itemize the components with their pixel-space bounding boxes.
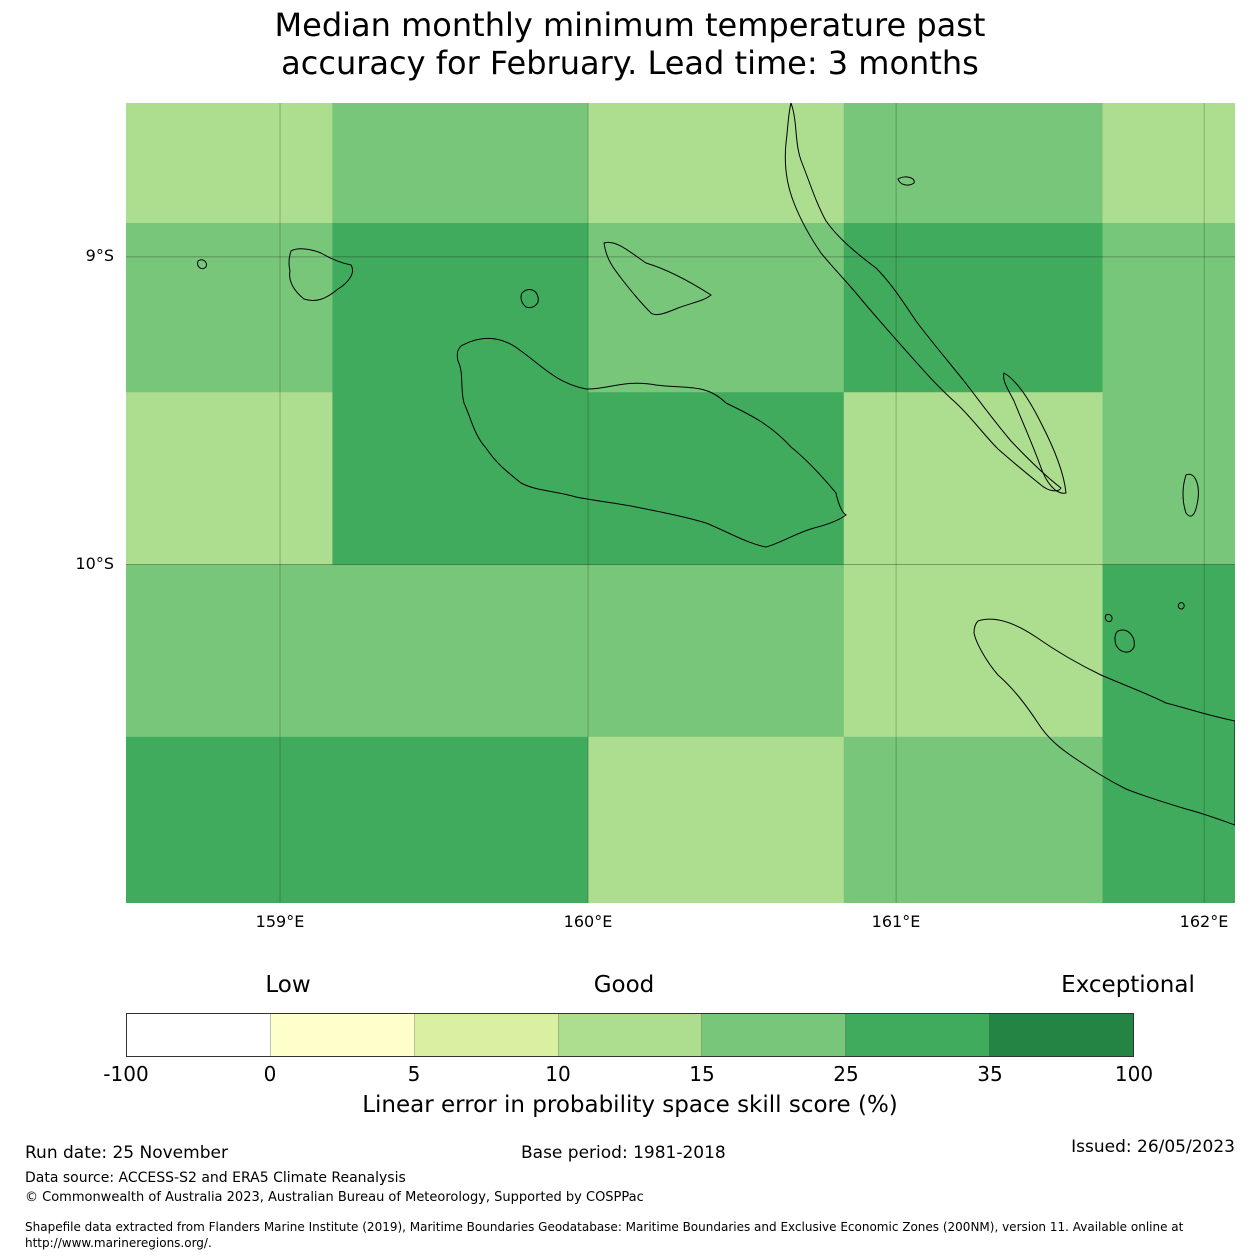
title-line-1: Median monthly minimum temperature past: [274, 6, 986, 44]
colorbar: [126, 1013, 1134, 1057]
copyright: © Commonwealth of Australia 2023, Austra…: [25, 1190, 644, 1205]
colorbar-label: Linear error in probability space skill …: [362, 1092, 898, 1118]
grid-cell: [126, 736, 333, 903]
colorbar-segment: [558, 1014, 703, 1056]
colorbar-tick-label: -100: [103, 1062, 149, 1086]
grid-cell: [588, 223, 845, 393]
colorbar-segment: [702, 1014, 847, 1056]
coastline-ulawa: [1182, 473, 1199, 517]
colorbar-tick-label: 0: [263, 1062, 277, 1086]
colorbar-tick-label: 25: [833, 1062, 859, 1086]
coastline-small-malaita: [1003, 372, 1067, 494]
grid-cell: [588, 392, 845, 566]
grid-cell: [332, 736, 589, 903]
coastline-malaita-islet: [897, 176, 915, 186]
coastline-guadalcanal: [456, 337, 847, 548]
lat-label-10s: 10°S: [75, 554, 114, 573]
grid-cell: [332, 103, 589, 224]
coastline-florida-islands: [603, 241, 712, 316]
lon-label-159e: 159°E: [255, 912, 305, 931]
grid-cell: [332, 223, 589, 393]
grid-cell: [126, 223, 333, 393]
colorbar-segment: [990, 1014, 1134, 1056]
grid-cell: [332, 564, 589, 738]
colorbar-tick-label: 15: [689, 1062, 715, 1086]
grid-cell: [1102, 564, 1235, 738]
map-canvas: [126, 103, 1235, 903]
chart-title: Median monthly minimum temperature past …: [0, 6, 1260, 82]
colorbar-segment: [846, 1014, 991, 1056]
grid-cell: [843, 103, 1104, 224]
colorbar-tick-label: 35: [977, 1062, 1003, 1086]
grid-cell: [588, 103, 845, 224]
coastline-small-island-west: [197, 259, 207, 270]
grid-cell: [843, 392, 1104, 566]
base-period: Base period: 1981-2018: [521, 1143, 726, 1163]
grid-cell: [126, 564, 333, 738]
coastlines: [197, 103, 1235, 826]
data-source: Data source: ACCESS-S2 and ERA5 Climate …: [25, 1170, 406, 1186]
coastline-small-east-1: [1104, 614, 1113, 622]
title-line-2: accuracy for February. Lead time: 3 mont…: [281, 44, 979, 82]
graticule: [126, 103, 1235, 903]
grid-cell: [332, 392, 589, 566]
coastline-savo: [520, 289, 539, 308]
grid-cell: [588, 564, 845, 738]
colorbar-segment: [270, 1014, 415, 1056]
coastline-ugi: [1114, 629, 1135, 653]
issued-date: Issued: 26/05/2023: [1071, 1137, 1235, 1157]
legend-category-good: Good: [593, 972, 655, 998]
grid-cell: [843, 736, 1104, 903]
lon-label-161e: 161°E: [871, 912, 921, 931]
shapefile-credit-line-1: Shapefile data extracted from Flanders M…: [25, 1220, 1184, 1234]
lon-label-162e: 162°E: [1179, 912, 1229, 931]
colorbar-tick-label: 100: [1114, 1062, 1154, 1086]
grid-cell: [1102, 103, 1235, 224]
grid-cells: [126, 103, 1235, 903]
coastline-small-east-2: [1177, 602, 1185, 610]
coastline-malaita-north: [784, 103, 1062, 492]
coastline-makira: [973, 618, 1235, 826]
grid-cell: [1102, 736, 1235, 903]
grid-cell: [126, 103, 333, 224]
grid-cell: [1102, 223, 1235, 393]
grid-cell: [843, 564, 1104, 738]
colorbar-tick-label: 10: [545, 1062, 571, 1086]
grid-cell: [843, 223, 1104, 393]
run-date: Run date: 25 November: [25, 1143, 228, 1163]
grid-cell: [588, 736, 845, 903]
lon-label-160e: 160°E: [563, 912, 613, 931]
grid-cell: [126, 392, 333, 566]
colorbar-segment: [127, 1014, 271, 1056]
colorbar-tick-label: 5: [407, 1062, 421, 1086]
legend-category-exceptional: Exceptional: [1061, 972, 1195, 998]
lat-label-9s: 9°S: [85, 246, 114, 265]
grid-cell: [1102, 392, 1235, 566]
colorbar-segment: [414, 1014, 559, 1056]
legend-category-low: Low: [265, 972, 311, 998]
skill-map: [126, 103, 1235, 903]
shapefile-credit-line-2: http://www.marineregions.org/.: [25, 1236, 212, 1250]
coastline-russell-islands: [288, 248, 353, 302]
